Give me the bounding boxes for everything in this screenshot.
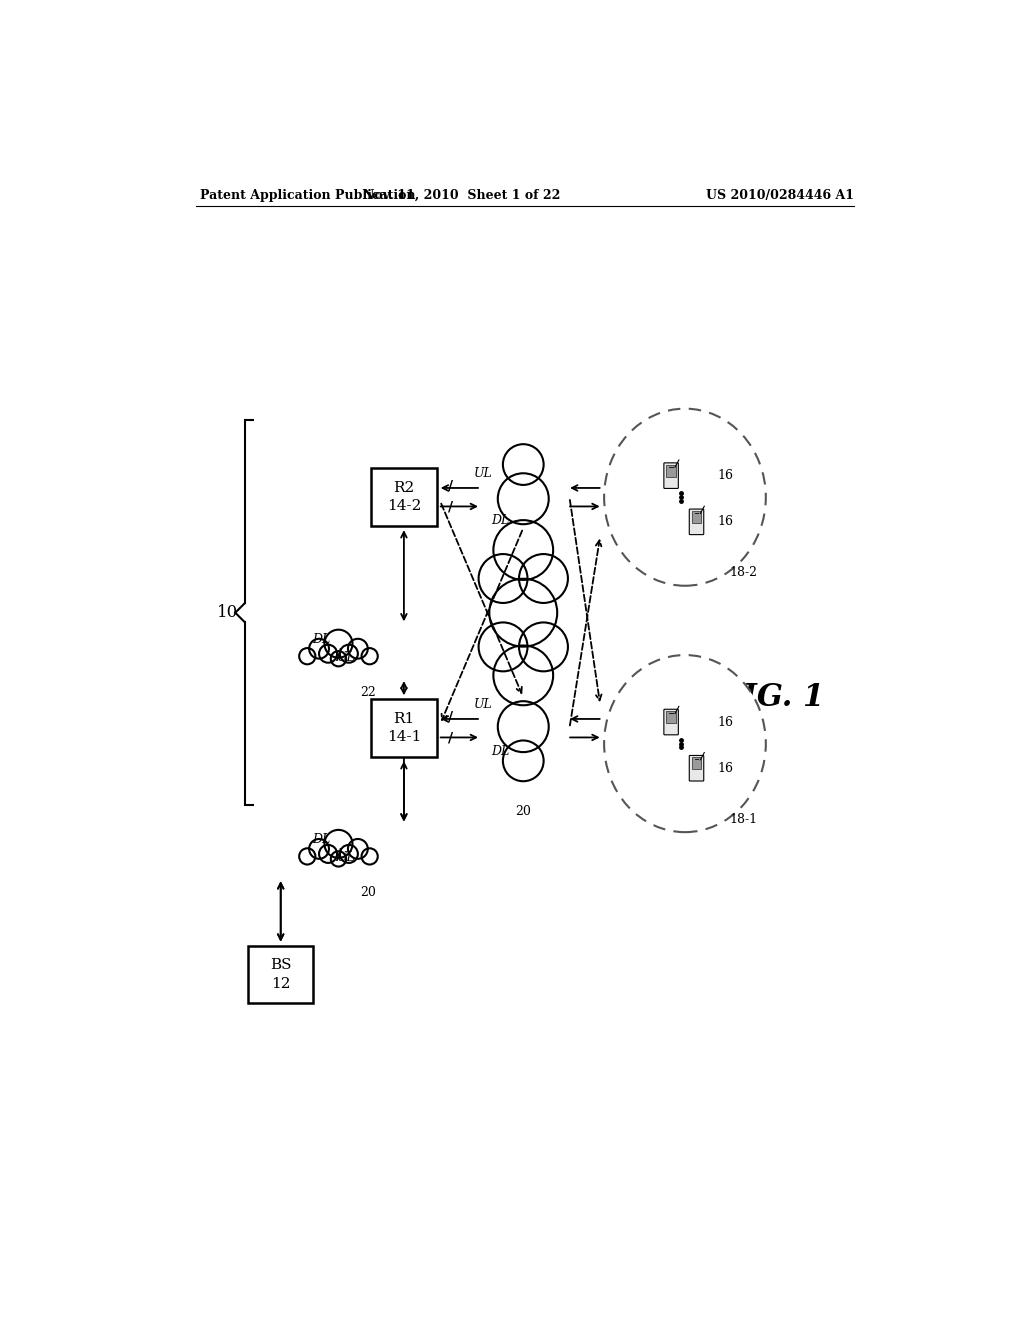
FancyBboxPatch shape — [664, 709, 678, 735]
Text: 16: 16 — [717, 515, 733, 528]
FancyBboxPatch shape — [691, 758, 701, 770]
Text: FIG. 1: FIG. 1 — [722, 682, 825, 713]
Circle shape — [348, 840, 368, 859]
Text: DL: DL — [312, 634, 331, 647]
Text: UL: UL — [474, 698, 493, 711]
FancyBboxPatch shape — [689, 510, 703, 535]
Circle shape — [340, 845, 357, 863]
Circle shape — [494, 645, 553, 705]
Text: /: / — [447, 730, 453, 744]
Text: DL: DL — [312, 833, 331, 846]
Circle shape — [361, 849, 378, 865]
Circle shape — [319, 644, 337, 663]
Circle shape — [503, 444, 544, 484]
Text: 22: 22 — [360, 686, 376, 698]
Circle shape — [340, 644, 357, 663]
Circle shape — [319, 845, 337, 863]
Circle shape — [478, 623, 527, 672]
Circle shape — [489, 578, 557, 647]
Text: R2
14-2: R2 14-2 — [387, 480, 421, 513]
FancyBboxPatch shape — [248, 945, 313, 1003]
Text: R1
14-1: R1 14-1 — [387, 711, 421, 744]
Circle shape — [331, 851, 346, 866]
Circle shape — [494, 520, 553, 579]
Circle shape — [299, 648, 315, 664]
Text: UL: UL — [474, 467, 493, 480]
Circle shape — [519, 554, 568, 603]
FancyBboxPatch shape — [371, 469, 436, 527]
Text: Nov. 11, 2010  Sheet 1 of 22: Nov. 11, 2010 Sheet 1 of 22 — [362, 189, 560, 202]
Text: /: / — [447, 710, 453, 723]
FancyBboxPatch shape — [667, 465, 676, 477]
Circle shape — [498, 701, 549, 752]
Text: 10: 10 — [217, 605, 239, 622]
Text: 16: 16 — [717, 469, 733, 482]
Text: /: / — [336, 847, 341, 863]
Text: /: / — [447, 499, 453, 513]
Text: 20: 20 — [515, 805, 531, 818]
FancyBboxPatch shape — [664, 463, 678, 488]
Text: UL: UL — [337, 851, 355, 865]
Text: 18-2: 18-2 — [730, 566, 758, 579]
Circle shape — [331, 651, 346, 667]
Circle shape — [325, 630, 352, 657]
Circle shape — [299, 849, 315, 865]
FancyBboxPatch shape — [691, 511, 701, 523]
Text: Patent Application Publication: Patent Application Publication — [200, 189, 416, 202]
Text: US 2010/0284446 A1: US 2010/0284446 A1 — [707, 189, 854, 202]
Text: BS
12: BS 12 — [270, 958, 292, 991]
Text: 16: 16 — [717, 762, 733, 775]
FancyBboxPatch shape — [371, 700, 436, 758]
Circle shape — [519, 623, 568, 672]
FancyBboxPatch shape — [667, 711, 676, 723]
Circle shape — [348, 639, 368, 659]
Text: DL: DL — [492, 744, 509, 758]
Text: UL: UL — [337, 651, 355, 664]
Circle shape — [325, 830, 352, 858]
FancyBboxPatch shape — [689, 755, 703, 781]
Ellipse shape — [604, 409, 766, 586]
Circle shape — [498, 474, 549, 524]
Ellipse shape — [604, 655, 766, 832]
Circle shape — [309, 840, 329, 859]
Circle shape — [309, 639, 329, 659]
Text: DL: DL — [492, 515, 509, 527]
Text: /: / — [336, 648, 341, 663]
Text: 18-1: 18-1 — [730, 813, 758, 826]
Circle shape — [503, 741, 544, 781]
Text: /: / — [447, 479, 453, 492]
Circle shape — [361, 648, 378, 664]
Text: 16: 16 — [717, 715, 733, 729]
Circle shape — [478, 554, 527, 603]
Text: 20: 20 — [360, 886, 376, 899]
